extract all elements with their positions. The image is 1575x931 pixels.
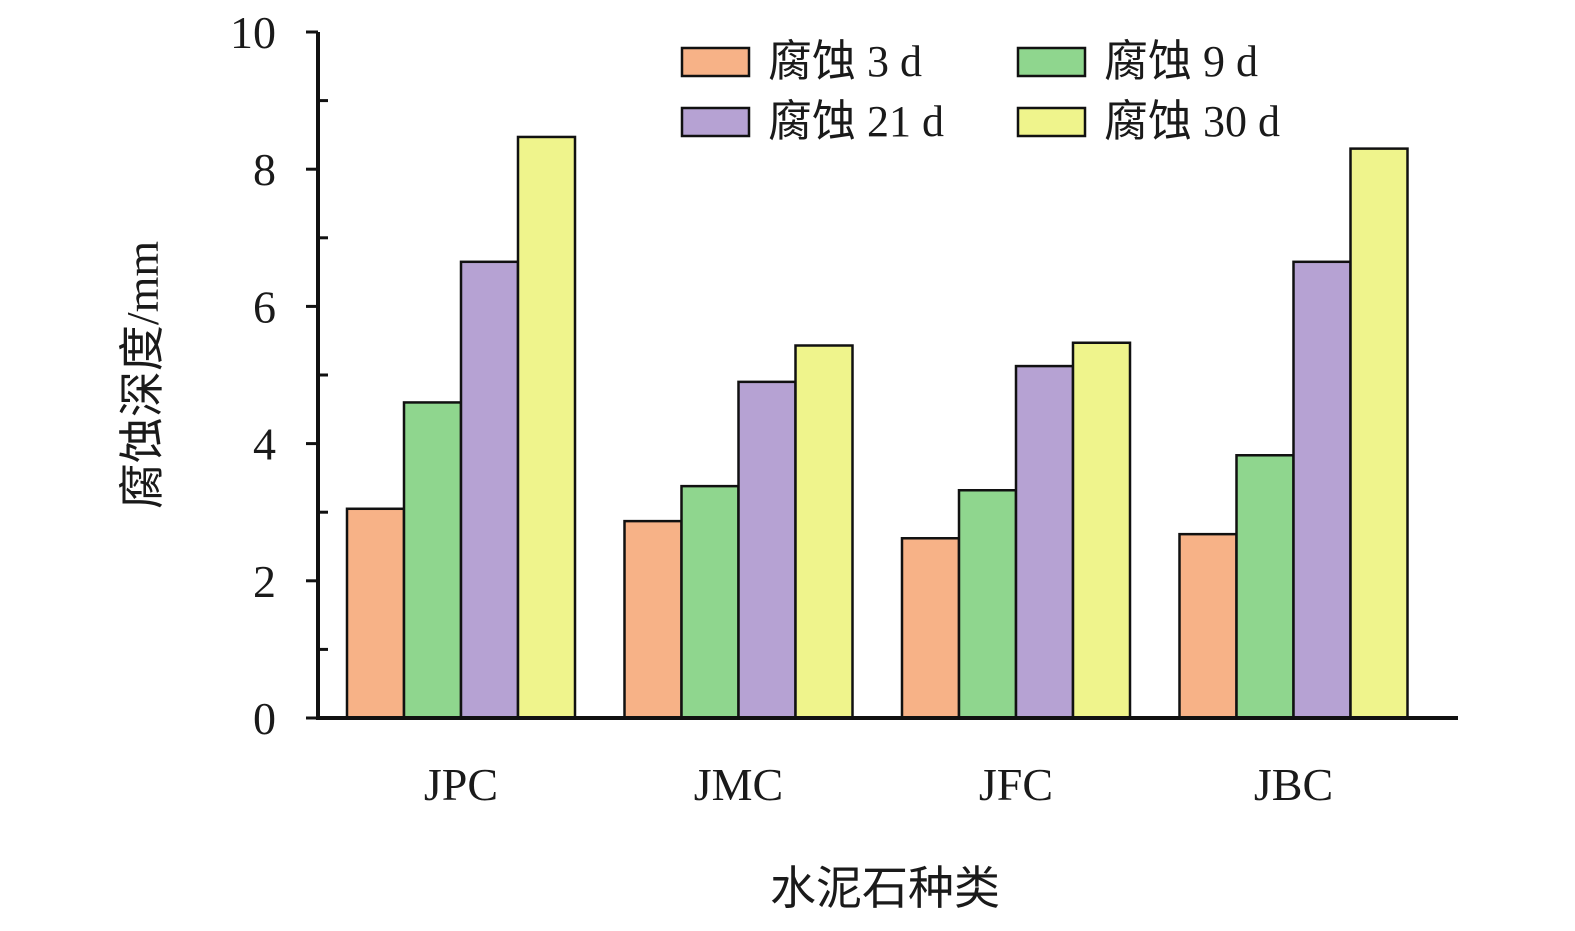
y-tick-label: 0 [253, 693, 276, 744]
y-tick-label: 10 [230, 7, 276, 58]
bar-jpc-series-3 [459, 260, 520, 720]
x-category-labels: JPC JMC JFC JBC [424, 759, 1333, 810]
bar-jmc-series-3 [737, 380, 797, 720]
legend-swatch [680, 106, 751, 138]
legend: 腐蚀 3 d 腐蚀 9 d 腐蚀 21 d 腐蚀 30 d [680, 37, 1280, 146]
bar-jbc-series-3 [1292, 260, 1352, 720]
y-tick-label: 2 [253, 556, 276, 607]
bar-jpc-series-1 [345, 507, 406, 720]
bar-jfc-series-2 [957, 488, 1018, 720]
bar-jfc-series-3 [1014, 364, 1075, 720]
bar-jbc-series-4 [1349, 147, 1409, 720]
bar-jmc-series-1 [623, 519, 683, 720]
bar-jmc-series-4 [794, 344, 854, 720]
y-tick-label: 6 [253, 281, 276, 332]
legend-label: 腐蚀 9 d [1104, 37, 1258, 86]
y-tick-label: 4 [253, 419, 276, 470]
bar-jpc-series-2 [402, 401, 463, 720]
legend-label: 腐蚀 30 d [1104, 97, 1280, 146]
bar-jmc-series-2 [680, 484, 740, 720]
bars-group [345, 135, 1409, 720]
x-category-label: JBC [1254, 759, 1333, 810]
y-axis-title: 腐蚀深度/mm [117, 241, 168, 510]
legend-swatch [680, 46, 751, 78]
y-ticks-group: 0 2 4 6 8 10 [230, 7, 328, 744]
bar-jbc-series-2 [1235, 454, 1295, 720]
legend-label: 腐蚀 3 d [768, 37, 922, 86]
bar-jfc-series-4 [1071, 341, 1132, 720]
bar-jfc-series-1 [900, 537, 961, 720]
x-category-label: JFC [979, 759, 1053, 810]
y-tick-label: 8 [253, 144, 276, 195]
bar-jpc-series-4 [516, 135, 577, 720]
x-axis-title: 水泥石种类 [770, 863, 1000, 914]
x-category-label: JPC [424, 759, 498, 810]
legend-label: 腐蚀 21 d [768, 97, 944, 146]
legend-swatch [1016, 106, 1087, 138]
legend-swatch [1016, 46, 1087, 78]
x-category-label: JMC [694, 759, 783, 810]
bar-jbc-series-1 [1178, 532, 1238, 720]
